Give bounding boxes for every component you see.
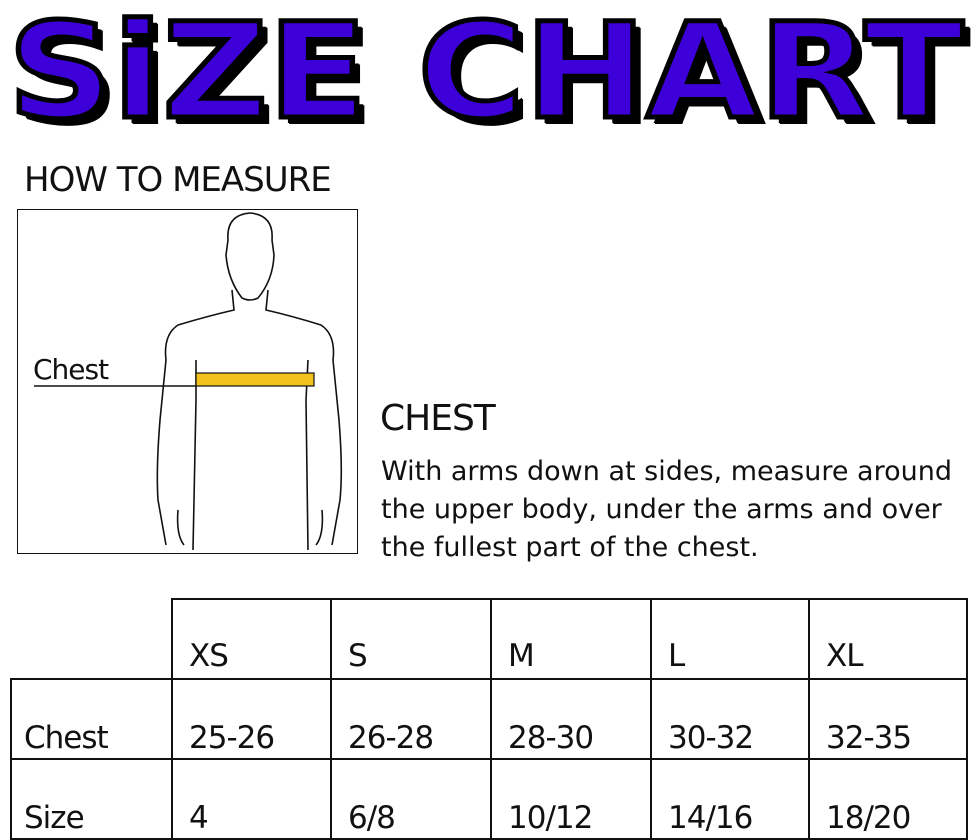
table-cell: 26-28 [330,678,492,760]
chest-figure-label: Chest [33,353,109,386]
measure-figure: Chest [17,209,358,554]
size-chart-title: SiZE CHART [5,0,966,149]
table-cell: 6/8 [330,758,492,840]
row-label: Size [10,758,173,840]
title-banner: SiZE CHART [0,0,978,150]
table-cell: 28-30 [490,678,652,760]
chest-heading: CHEST [380,398,496,439]
table-cell: 4 [171,758,332,840]
column-header: XS [171,598,332,680]
table-cell: 25-26 [171,678,332,760]
how-to-measure-heading: HOW TO MEASURE [24,160,332,200]
column-header: XL [808,598,968,680]
body-outline-icon [34,212,343,551]
column-header: L [650,598,810,680]
table-cell: 30-32 [650,678,810,760]
column-header: S [330,598,492,680]
table-cell: 32-35 [808,678,968,760]
row-label: Chest [10,678,173,760]
table-cell: 18/20 [808,758,968,840]
column-header: M [490,598,652,680]
table-cell: 10/12 [490,758,652,840]
chest-description: With arms down at sides, measure around … [381,456,952,563]
table-cell: 14/16 [650,758,810,840]
